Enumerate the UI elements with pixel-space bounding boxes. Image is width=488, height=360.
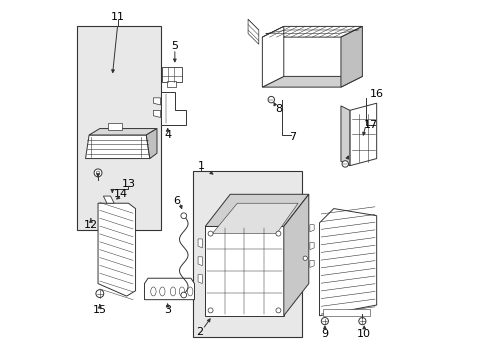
Polygon shape (160, 93, 185, 125)
Text: 15: 15 (93, 305, 106, 315)
Polygon shape (103, 196, 114, 203)
Circle shape (275, 308, 281, 313)
Text: 16: 16 (369, 89, 383, 99)
Circle shape (207, 231, 213, 236)
Bar (166, 81, 176, 87)
Text: 4: 4 (164, 130, 171, 140)
Text: 13: 13 (121, 179, 135, 189)
Polygon shape (349, 103, 376, 166)
Polygon shape (212, 203, 298, 234)
Polygon shape (198, 257, 202, 266)
Circle shape (267, 96, 274, 103)
Bar (192, 171, 301, 337)
Polygon shape (262, 26, 283, 87)
Text: 1: 1 (197, 161, 204, 171)
Circle shape (341, 161, 348, 167)
Polygon shape (85, 135, 149, 158)
Polygon shape (309, 225, 313, 232)
Ellipse shape (160, 287, 164, 296)
Ellipse shape (179, 287, 184, 296)
Polygon shape (340, 26, 362, 87)
Polygon shape (340, 106, 349, 166)
Text: 2: 2 (196, 327, 203, 337)
Text: 7: 7 (288, 132, 296, 142)
Polygon shape (153, 111, 160, 117)
Bar (323, 309, 369, 316)
Ellipse shape (187, 287, 192, 296)
Polygon shape (153, 98, 160, 105)
Bar (162, 67, 182, 82)
Text: 8: 8 (274, 104, 282, 113)
Bar (108, 123, 122, 130)
Circle shape (94, 169, 102, 177)
Polygon shape (283, 194, 308, 316)
Circle shape (275, 231, 281, 236)
Bar (77, 26, 160, 230)
Circle shape (303, 256, 307, 260)
Circle shape (181, 213, 186, 219)
Polygon shape (309, 260, 313, 267)
Polygon shape (198, 275, 202, 284)
Polygon shape (262, 76, 362, 87)
Polygon shape (198, 239, 202, 248)
Text: 17: 17 (364, 120, 378, 130)
Circle shape (181, 292, 186, 298)
Circle shape (321, 318, 328, 325)
Polygon shape (98, 203, 135, 296)
Polygon shape (89, 129, 157, 135)
Text: 10: 10 (356, 329, 370, 339)
Text: 3: 3 (164, 305, 171, 315)
Text: 11: 11 (110, 13, 124, 22)
Text: 12: 12 (83, 220, 98, 230)
Text: 9: 9 (321, 329, 328, 339)
Ellipse shape (150, 287, 156, 296)
Polygon shape (319, 208, 376, 316)
Circle shape (96, 171, 100, 175)
Ellipse shape (170, 287, 175, 296)
Polygon shape (309, 243, 313, 249)
Circle shape (358, 318, 365, 325)
Polygon shape (205, 194, 308, 226)
Circle shape (96, 290, 103, 297)
Text: 5: 5 (171, 41, 178, 51)
Polygon shape (247, 19, 258, 44)
Text: 6: 6 (173, 197, 180, 206)
Circle shape (207, 308, 213, 313)
Polygon shape (262, 26, 362, 37)
Polygon shape (146, 129, 157, 158)
Polygon shape (205, 226, 283, 316)
Text: 14: 14 (114, 189, 128, 199)
Polygon shape (144, 278, 194, 300)
